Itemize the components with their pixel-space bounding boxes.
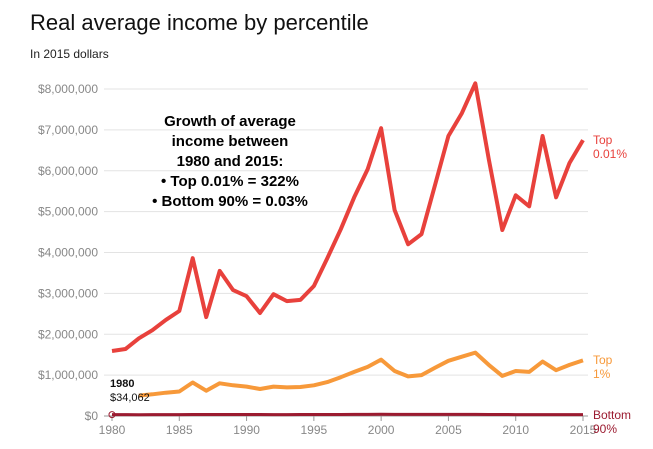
x-tick-label: 1985	[166, 423, 193, 437]
series-line	[111, 81, 585, 353]
note-line: • Bottom 90% = 0.03%	[152, 193, 308, 210]
x-tick-label: 2010	[502, 423, 529, 437]
point-label: $34,062	[110, 392, 150, 404]
series-line	[138, 350, 584, 398]
x-tick-label: 2005	[435, 423, 462, 437]
x-tick-label: 1980	[99, 423, 126, 437]
y-tick-label: $3,000,000	[38, 286, 98, 300]
note-line: 1980 and 2015:	[177, 153, 284, 170]
chart-subtitle: In 2015 dollars	[30, 47, 109, 61]
y-tick-label: $6,000,000	[38, 164, 98, 178]
x-tick-label: 1990	[233, 423, 260, 437]
y-tick-label: $7,000,000	[38, 123, 98, 137]
series-label: Top 0.01%	[593, 133, 628, 162]
x-tick-label: 1995	[301, 423, 328, 437]
point-marker	[108, 411, 116, 419]
note-line: • Top 0.01% = 322%	[161, 173, 299, 190]
series-label: Bottom 90%	[593, 407, 632, 436]
note-line: Growth of average	[164, 113, 296, 130]
y-tick-label: $0	[85, 409, 99, 423]
y-tick-label: $4,000,000	[38, 246, 98, 260]
note-line: income between	[172, 133, 289, 150]
y-tick-label: $8,000,000	[38, 82, 98, 96]
chart-title: Real average income by percentile	[30, 10, 369, 35]
x-tick-label: 2000	[368, 423, 395, 437]
y-tick-label: $2,000,000	[38, 327, 98, 341]
x-tick-label: 2015	[570, 423, 597, 437]
point-label: 1980	[110, 378, 134, 390]
y-tick-label: $5,000,000	[38, 205, 98, 219]
y-tick-label: $1,000,000	[38, 368, 98, 382]
series-label: Top 1%	[593, 353, 613, 382]
